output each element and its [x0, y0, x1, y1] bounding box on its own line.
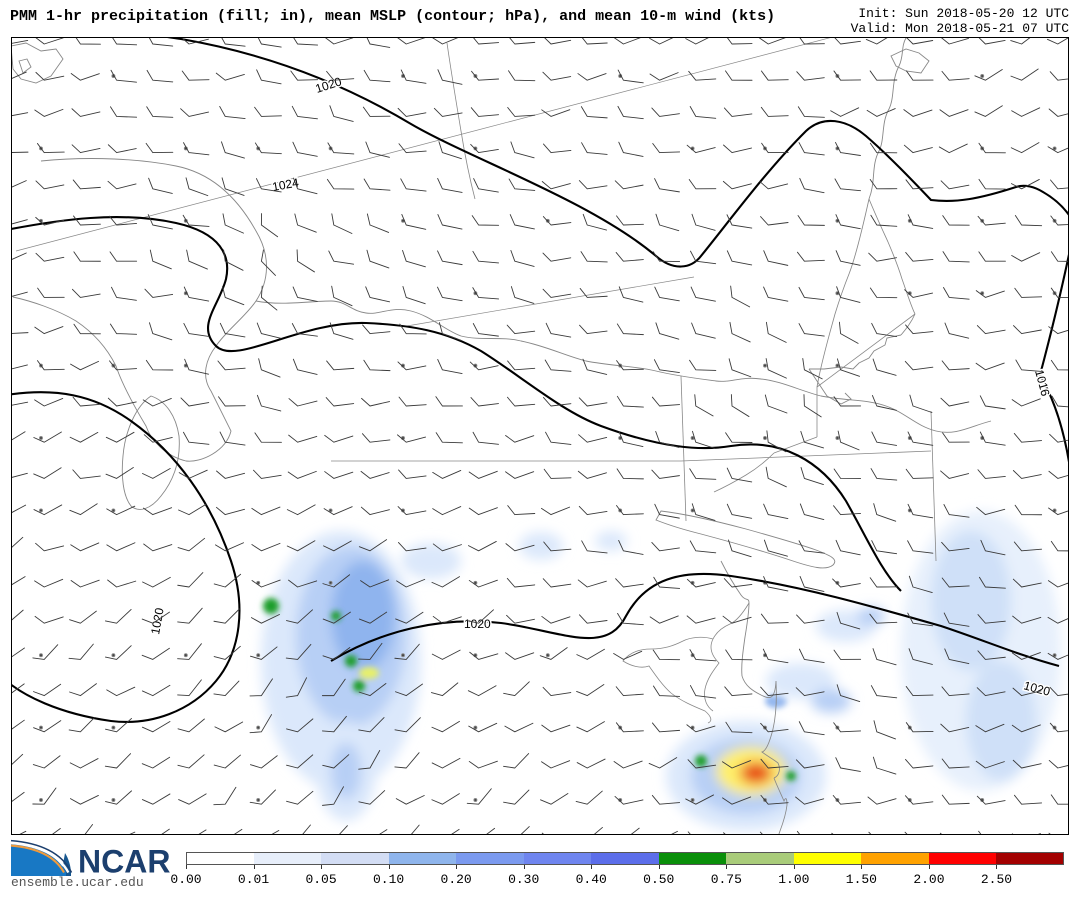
svg-text:1016: 1016: [1032, 368, 1053, 398]
svg-text:1020: 1020: [464, 617, 491, 631]
svg-text:ensemble.ucar.edu: ensemble.ucar.edu: [11, 875, 144, 890]
svg-text:1020: 1020: [148, 606, 166, 635]
